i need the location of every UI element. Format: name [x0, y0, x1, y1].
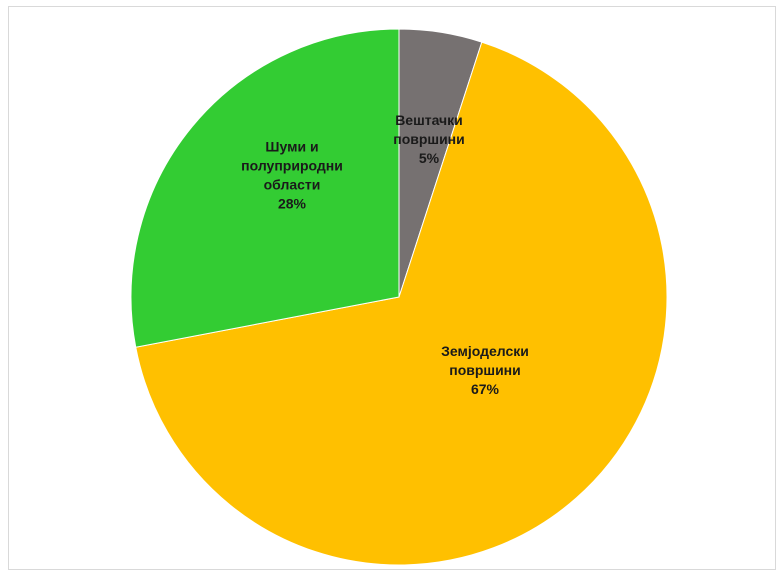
slice-label-0: Вештачки површини 5%	[393, 112, 465, 166]
pie-slice-2	[130, 28, 400, 348]
pie-slice-1	[135, 41, 668, 566]
slice-label-0-line-0: Вештачки	[395, 112, 463, 128]
slice-label-2-line-2: области	[264, 177, 321, 193]
slice-label-1-line-0: Земјоделски	[441, 343, 529, 359]
slice-label-1-line-2: 67%	[471, 381, 500, 397]
slice-label-2-line-1: полуприродни	[241, 158, 343, 174]
slice-label-1-line-1: површини	[449, 362, 521, 378]
slice-label-0-line-1: површини	[393, 131, 465, 147]
slice-label-2-line-3: 28%	[278, 196, 307, 212]
slice-label-2-line-0: Шуми и	[265, 139, 318, 155]
pie-chart: Вештачки површини 5% Земјоделски површини 67%…	[130, 28, 668, 566]
slice-label-1: Земјоделски површини 67%	[441, 343, 529, 397]
slice-label-2: Шуми и полуприродни области 28%	[241, 139, 343, 212]
chart-area: Вештачки површини 5% Земјоделски површини 67%…	[8, 6, 776, 570]
slice-label-0-line-2: 5%	[419, 150, 440, 166]
